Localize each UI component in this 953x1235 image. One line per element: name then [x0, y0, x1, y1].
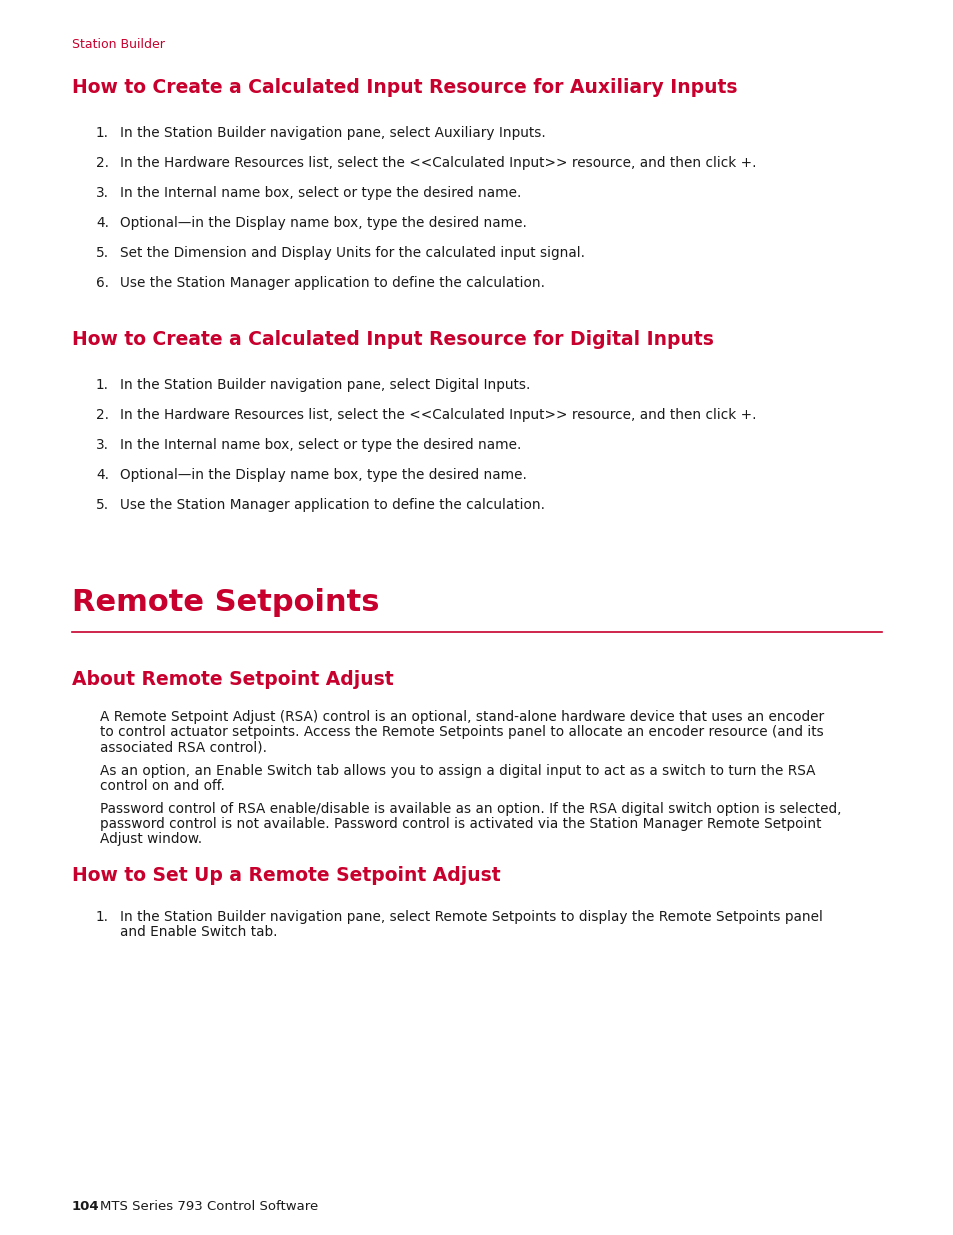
Text: 2.: 2. [96, 408, 109, 422]
Text: 1.: 1. [96, 126, 109, 140]
Text: In the Station Builder navigation pane, select Digital Inputs.: In the Station Builder navigation pane, … [120, 378, 530, 391]
Text: How to Create a Calculated Input Resource for Digital Inputs: How to Create a Calculated Input Resourc… [71, 330, 713, 350]
Text: 3.: 3. [96, 186, 109, 200]
Text: In the Hardware Resources list, select the <<Calculated Input>> resource, and th: In the Hardware Resources list, select t… [120, 408, 756, 422]
Text: and Enable Switch tab.: and Enable Switch tab. [120, 925, 277, 939]
Text: In the Hardware Resources list, select the <<Calculated Input>> resource, and th: In the Hardware Resources list, select t… [120, 156, 756, 170]
Text: In the Station Builder navigation pane, select Auxiliary Inputs.: In the Station Builder navigation pane, … [120, 126, 545, 140]
Text: 5.: 5. [96, 498, 109, 513]
Text: 6.: 6. [96, 275, 109, 290]
Text: 1.: 1. [96, 378, 109, 391]
Text: Remote Setpoints: Remote Setpoints [71, 588, 379, 618]
Text: Use the Station Manager application to define the calculation.: Use the Station Manager application to d… [120, 275, 544, 290]
Text: In the Station Builder navigation pane, select Remote Setpoints to display the R: In the Station Builder navigation pane, … [120, 910, 822, 924]
Text: Optional—in the Display name box, type the desired name.: Optional—in the Display name box, type t… [120, 216, 526, 230]
Text: associated RSA control).: associated RSA control). [100, 741, 267, 755]
Text: Adjust window.: Adjust window. [100, 832, 202, 846]
Text: Optional—in the Display name box, type the desired name.: Optional—in the Display name box, type t… [120, 468, 526, 482]
Text: How to Create a Calculated Input Resource for Auxiliary Inputs: How to Create a Calculated Input Resourc… [71, 78, 737, 98]
Text: Password control of RSA enable/disable is available as an option. If the RSA dig: Password control of RSA enable/disable i… [100, 802, 841, 816]
Text: A Remote Setpoint Adjust (RSA) control is an optional, stand-alone hardware devi: A Remote Setpoint Adjust (RSA) control i… [100, 710, 823, 724]
Text: password control is not available. Password control is activated via the Station: password control is not available. Passw… [100, 818, 821, 831]
Text: 104: 104 [71, 1200, 99, 1213]
Text: In the Internal name box, select or type the desired name.: In the Internal name box, select or type… [120, 438, 521, 452]
Text: How to Set Up a Remote Setpoint Adjust: How to Set Up a Remote Setpoint Adjust [71, 866, 500, 884]
Text: control on and off.: control on and off. [100, 779, 225, 793]
Text: 4.: 4. [96, 216, 109, 230]
Text: 2.: 2. [96, 156, 109, 170]
Text: As an option, an Enable Switch tab allows you to assign a digital input to act a: As an option, an Enable Switch tab allow… [100, 763, 815, 778]
Text: 4.: 4. [96, 468, 109, 482]
Text: Station Builder: Station Builder [71, 38, 165, 51]
Text: About Remote Setpoint Adjust: About Remote Setpoint Adjust [71, 671, 394, 689]
Text: MTS Series 793 Control Software: MTS Series 793 Control Software [100, 1200, 318, 1213]
Text: Set the Dimension and Display Units for the calculated input signal.: Set the Dimension and Display Units for … [120, 246, 584, 261]
Text: In the Internal name box, select or type the desired name.: In the Internal name box, select or type… [120, 186, 521, 200]
Text: to control actuator setpoints. Access the Remote Setpoints panel to allocate an : to control actuator setpoints. Access th… [100, 725, 822, 740]
Text: 1.: 1. [96, 910, 109, 924]
Text: 5.: 5. [96, 246, 109, 261]
Text: Use the Station Manager application to define the calculation.: Use the Station Manager application to d… [120, 498, 544, 513]
Text: 3.: 3. [96, 438, 109, 452]
